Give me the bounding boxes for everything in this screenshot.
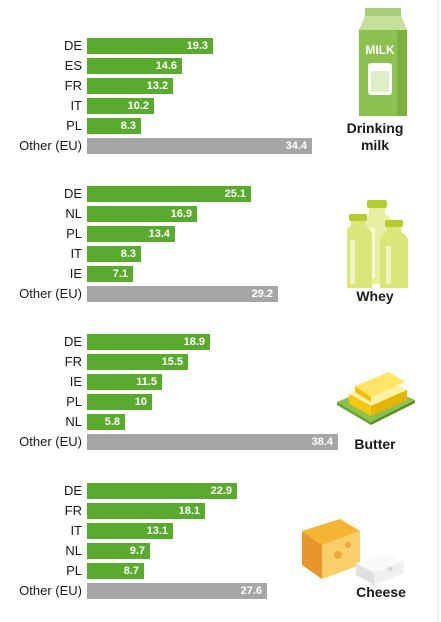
milk-carton-icon: MILK [359, 8, 407, 116]
bar: 16.9 [87, 206, 197, 222]
bar: 27.6 [87, 583, 267, 599]
category-label: Other (EU) [19, 583, 82, 598]
bar: 22.9 [87, 483, 237, 499]
category-label: NL [65, 543, 82, 558]
data-label: 13.2 [146, 80, 168, 92]
data-label: 14.6 [155, 60, 177, 72]
bar: 19.3 [87, 38, 213, 54]
data-label: 13.1 [146, 525, 168, 537]
product-name: Cheese [356, 584, 406, 600]
category-label: IT [70, 523, 82, 538]
bar: 10 [87, 394, 152, 410]
bar: 8.3 [87, 246, 141, 262]
bar: 25.1 [87, 186, 251, 202]
data-label: 18.1 [178, 505, 200, 517]
product-name: Drinking [346, 120, 404, 136]
category-label: Other (EU) [19, 434, 82, 449]
cheese-wedge-icon [302, 519, 404, 585]
bar: 8.3 [87, 118, 141, 134]
data-label: 38.4 [311, 436, 333, 448]
category-label: Other (EU) [19, 286, 82, 301]
category-label: FR [64, 78, 82, 93]
data-label: 19.3 [186, 40, 208, 52]
category-label: IE [69, 266, 82, 281]
data-label: 11.5 [136, 376, 157, 388]
data-label: 18.9 [183, 336, 205, 348]
category-label: DE [63, 483, 82, 498]
bar: 29.2 [87, 286, 278, 302]
bar: 18.1 [87, 503, 205, 519]
bar: 5.8 [87, 414, 125, 430]
bar: 8.7 [87, 563, 144, 579]
data-label: 8.3 [120, 120, 136, 132]
data-label: 8.3 [120, 248, 136, 260]
data-label: 22.9 [210, 485, 232, 497]
product-name: milk [360, 137, 389, 153]
bar: 18.9 [87, 334, 210, 350]
category-label: DE [63, 334, 82, 349]
bar: 11.5 [87, 374, 162, 390]
data-label: 15.5 [161, 356, 183, 368]
category-label: PL [66, 394, 82, 409]
bar: 7.1 [87, 266, 133, 282]
category-label: ES [64, 58, 82, 73]
category-label: IT [70, 246, 82, 261]
category-label: PL [66, 226, 82, 241]
data-label: 29.2 [251, 288, 273, 300]
bar: 15.5 [87, 354, 188, 370]
category-label: NL [65, 414, 82, 429]
category-label: DE [63, 38, 82, 53]
product-name: Butter [354, 436, 396, 452]
edge-divider [437, 0, 439, 622]
data-label: 10 [134, 396, 147, 408]
data-label: 8.7 [123, 565, 139, 577]
category-label: DE [63, 186, 82, 201]
data-label: 5.8 [104, 416, 120, 428]
butter-block-icon [337, 372, 415, 425]
svg-text:MILK: MILK [365, 43, 395, 57]
category-label: IE [69, 374, 82, 389]
data-label: 34.4 [285, 140, 307, 152]
bar: 38.4 [87, 434, 338, 450]
category-label: Other (EU) [19, 138, 82, 153]
data-label: 7.1 [112, 268, 128, 280]
bar: 13.2 [87, 78, 173, 94]
data-label: 13.4 [148, 228, 170, 240]
bar: 13.1 [87, 523, 173, 539]
whey-bottles-icon [347, 200, 408, 288]
category-label: FR [64, 503, 82, 518]
product-name: Whey [356, 288, 394, 304]
data-label: 25.1 [224, 188, 246, 200]
category-label: PL [66, 563, 82, 578]
bar: 10.2 [87, 98, 154, 114]
bar: 14.6 [87, 58, 182, 74]
data-label: 10.2 [127, 100, 149, 112]
data-label: 16.9 [170, 208, 192, 220]
category-label: IT [70, 98, 82, 113]
data-label: 27.6 [240, 585, 262, 597]
bar: 13.4 [87, 226, 175, 242]
bar: 34.4 [87, 138, 312, 154]
bar: 9.7 [87, 543, 150, 559]
data-label: 9.7 [129, 545, 145, 557]
category-label: NL [65, 206, 82, 221]
category-label: FR [64, 354, 82, 369]
category-label: PL [66, 118, 82, 133]
